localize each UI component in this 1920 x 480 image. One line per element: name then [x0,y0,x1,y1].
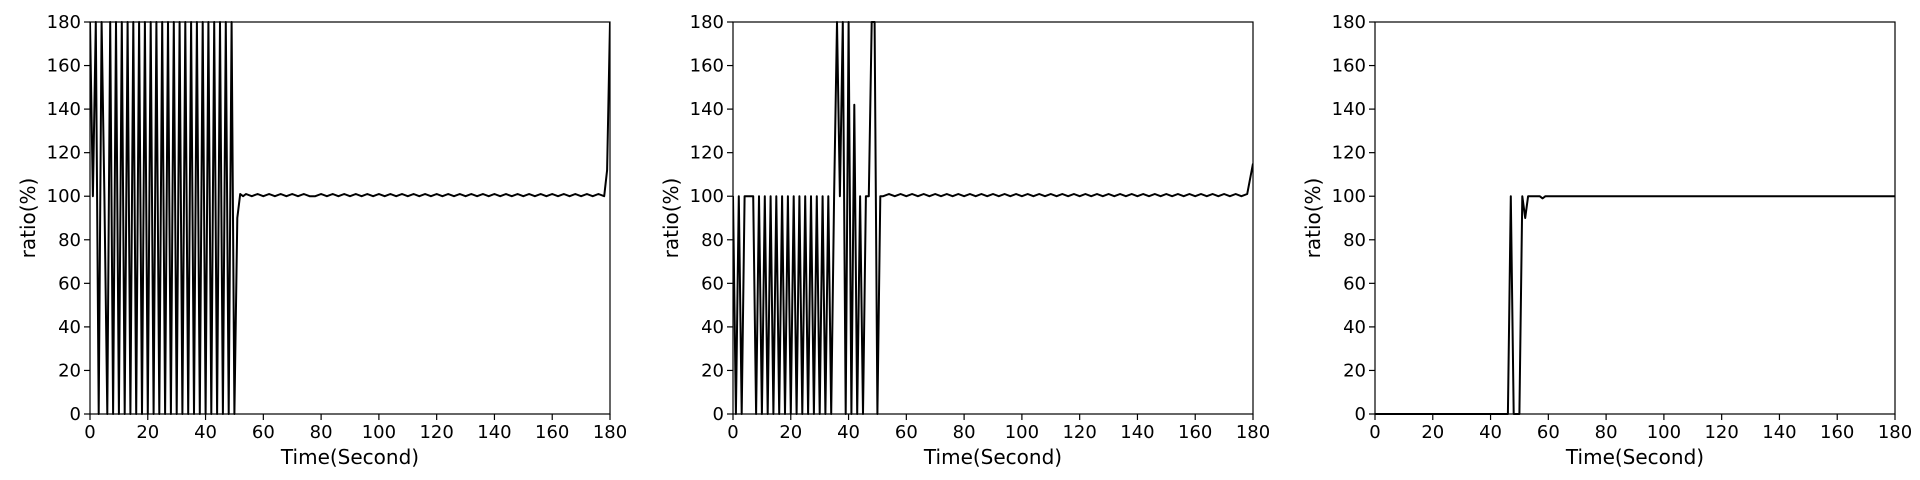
x-tick-label: 180 [593,422,627,443]
x-tick-label: 80 [310,422,333,443]
y-tick-label: 0 [1355,404,1366,425]
y-tick-label: 80 [58,230,81,251]
x-axis-label: Time(Second) [280,445,419,469]
chart-panel-2: 0 20 40 60 80 100 120 140 160 180 0 20 40 60 80 100 120 1… [659,12,1270,469]
x-tick-label: 40 [837,422,860,443]
x-tick-label: 140 [1120,422,1154,443]
y-tick-label: 60 [701,273,724,294]
y-tick-label: 60 [58,273,81,294]
x-tick-label: 0 [1369,422,1380,443]
x-tick-label: 160 [1178,422,1212,443]
y-tick-label: 120 [690,143,724,164]
y-tick-label: 100 [47,186,81,207]
y-tick-label: 40 [701,317,724,338]
x-tick-label: 100 [362,422,396,443]
y-tick-label: 0 [713,404,724,425]
y-tick-label: 120 [47,143,81,164]
x-tick-label: 180 [1878,422,1912,443]
x-tick-label: 20 [1421,422,1444,443]
y-tick-label: 100 [690,186,724,207]
y-tick-label: 20 [1343,360,1366,381]
x-tick-label: 120 [419,422,453,443]
y-tick-label: 180 [47,12,81,33]
x-tick-label: 160 [535,422,569,443]
y-tick-label: 80 [1343,230,1366,251]
x-tick-label: 40 [194,422,217,443]
series-line-1 [733,21,1253,415]
x-tick-label: 20 [136,422,159,443]
y-axis-label: ratio(%) [1301,178,1325,259]
x-tick-label: 0 [84,422,95,443]
y-axis-label: ratio(%) [659,178,683,259]
y-tick-label: 120 [1332,143,1366,164]
x-tick-label: 160 [1820,422,1854,443]
plot-frame [1374,21,1896,415]
y-tick-label: 20 [701,360,724,381]
y-tick-label: 140 [47,99,81,120]
y-tick-label: 0 [70,404,81,425]
x-tick-label: 140 [477,422,511,443]
y-tick-label: 40 [58,317,81,338]
chart-panel-3: 0 20 40 60 80 100 120 140 160 180 0 20 40 60 80 100 120 1… [1301,12,1912,469]
plot-frame [732,21,1254,415]
x-tick-label: 120 [1704,422,1738,443]
y-tick-label: 140 [1332,99,1366,120]
y-axis-label: ratio(%) [16,178,40,259]
x-tick-label: 60 [252,422,275,443]
x-tick-label: 100 [1005,422,1039,443]
x-tick-label: 180 [1236,422,1270,443]
y-tick-label: 20 [58,360,81,381]
x-tick-label: 100 [1647,422,1681,443]
x-tick-label: 20 [779,422,802,443]
plot-frame [89,21,611,415]
y-tick-label: 160 [690,56,724,77]
x-tick-label: 120 [1062,422,1096,443]
x-tick-label: 40 [1479,422,1502,443]
y-tick-label: 160 [1332,56,1366,77]
y-tick-label: 180 [690,12,724,33]
x-tick-label: 80 [1595,422,1618,443]
x-tick-label: 80 [953,422,976,443]
x-axis-label: Time(Second) [923,445,1062,469]
y-tick-label: 40 [1343,317,1366,338]
x-axis-label: Time(Second) [1565,445,1704,469]
y-tick-label: 180 [1332,12,1366,33]
y-tick-label: 60 [1343,273,1366,294]
series-line-1 [1375,195,1895,415]
series-line-1 [90,21,610,415]
x-tick-label: 140 [1762,422,1796,443]
x-tick-label: 60 [895,422,918,443]
y-tick-label: 100 [1332,186,1366,207]
x-tick-label: 0 [727,422,738,443]
x-tick-label: 60 [1537,422,1560,443]
y-tick-label: 160 [47,56,81,77]
y-tick-label: 80 [701,230,724,251]
y-tick-label: 140 [690,99,724,120]
chart-panel-1: 0 20 40 60 80 100 120 140 160 180 0 20 40 60 80 100 120 1… [16,12,627,469]
